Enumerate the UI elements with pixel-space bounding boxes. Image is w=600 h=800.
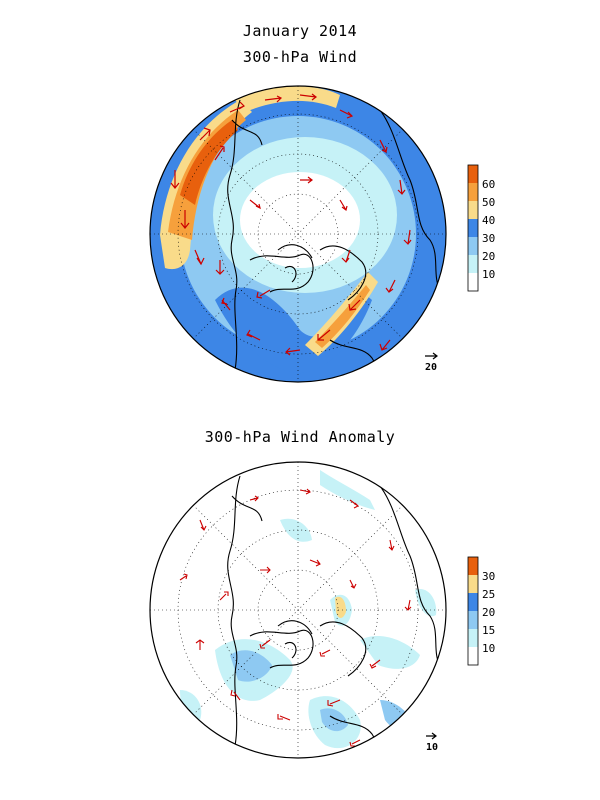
anomaly-vectors (179, 488, 421, 747)
reference-vector-2: 10 (426, 732, 438, 753)
cbar1-label-10: 10 (482, 268, 495, 281)
coastlines-2 (227, 475, 441, 758)
panel1-title: 300-hPa Wind (242, 48, 358, 66)
wind-map (149, 85, 447, 383)
main-title: January 2014 (242, 22, 358, 40)
cbar2-label-25: 25 (482, 588, 495, 601)
panel2-title: 300-hPa Wind Anomaly (204, 428, 396, 446)
map-border-2 (149, 461, 447, 759)
cbar2-label-20: 20 (482, 606, 495, 619)
cbar2-label-15: 15 (482, 624, 495, 637)
ref-vector-1-label: 20 (425, 362, 437, 373)
reference-vector-1: 20 (425, 352, 438, 373)
anomaly-map (149, 461, 447, 759)
cbar1-label-20: 20 (482, 250, 495, 263)
graticule (150, 86, 446, 382)
cbar1-label-50: 50 (482, 196, 495, 209)
cbar1-label-40: 40 (482, 214, 495, 227)
graticule-2 (150, 462, 446, 758)
cbar1-label-30: 30 (482, 232, 495, 245)
anomaly-colorbar: 10 15 20 25 30 (467, 556, 495, 666)
cbar2-label-10: 10 (482, 642, 495, 655)
wind-vectors (170, 93, 412, 356)
wind-colorbar: 10 20 30 40 50 60 (467, 164, 495, 292)
anomaly-shading (180, 470, 437, 749)
map-border (149, 85, 447, 383)
cbar2-label-30: 30 (482, 570, 495, 583)
ref-vector-2-label: 10 (426, 742, 438, 753)
cbar1-label-60: 60 (482, 178, 495, 191)
